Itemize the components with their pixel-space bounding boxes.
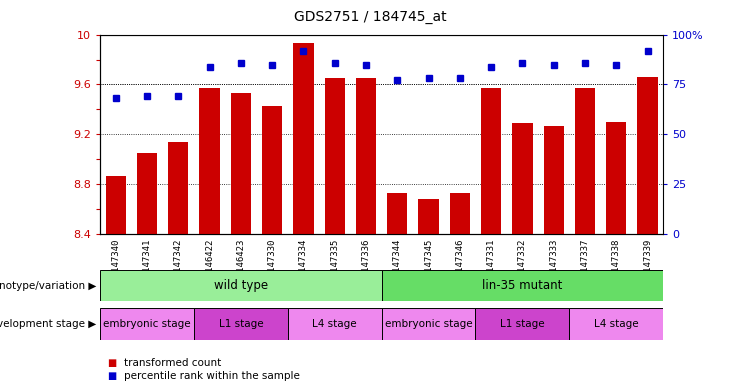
Text: percentile rank within the sample: percentile rank within the sample <box>124 371 299 381</box>
Text: L1 stage: L1 stage <box>500 319 545 329</box>
Bar <box>293 43 313 234</box>
Bar <box>288 308 382 340</box>
Bar <box>100 308 194 340</box>
Bar <box>382 270 663 301</box>
Bar <box>356 78 376 234</box>
Text: L1 stage: L1 stage <box>219 319 263 329</box>
Bar <box>100 270 382 301</box>
Bar <box>230 93 251 234</box>
Bar <box>419 199 439 234</box>
Bar <box>637 77 658 234</box>
Bar <box>476 308 569 340</box>
Text: L4 stage: L4 stage <box>594 319 639 329</box>
Bar <box>194 308 288 340</box>
Text: ■: ■ <box>107 371 116 381</box>
Bar <box>325 78 345 234</box>
Bar <box>544 126 564 234</box>
Bar <box>569 308 663 340</box>
Text: genotype/variation ▶: genotype/variation ▶ <box>0 281 96 291</box>
Text: embryonic stage: embryonic stage <box>385 319 472 329</box>
Bar <box>606 122 626 234</box>
Bar <box>387 193 408 234</box>
Bar <box>450 193 470 234</box>
Text: GDS2751 / 184745_at: GDS2751 / 184745_at <box>294 10 447 23</box>
Bar <box>168 142 188 234</box>
Bar <box>105 175 126 234</box>
Text: lin-35 mutant: lin-35 mutant <box>482 279 562 292</box>
Text: wild type: wild type <box>213 279 268 292</box>
Text: development stage ▶: development stage ▶ <box>0 319 96 329</box>
Text: L4 stage: L4 stage <box>313 319 357 329</box>
Text: embryonic stage: embryonic stage <box>103 319 190 329</box>
Bar <box>137 153 157 234</box>
Bar <box>575 88 595 234</box>
Bar <box>262 106 282 234</box>
Bar <box>382 308 476 340</box>
Bar <box>481 88 502 234</box>
Bar <box>199 88 219 234</box>
Bar <box>512 123 533 234</box>
Text: ■: ■ <box>107 358 116 368</box>
Text: transformed count: transformed count <box>124 358 221 368</box>
